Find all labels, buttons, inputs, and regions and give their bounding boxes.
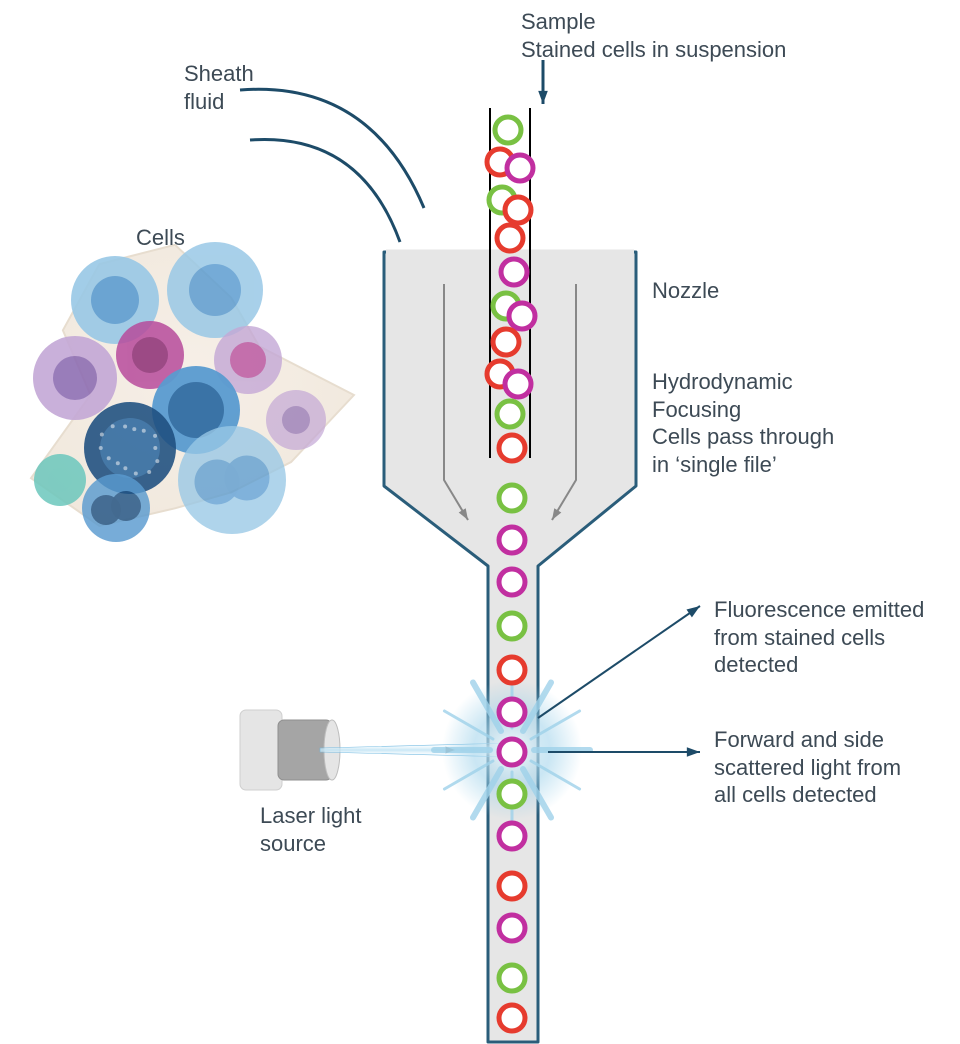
- stream-cell-0: [495, 117, 521, 143]
- stream-cell-13: [499, 435, 525, 461]
- stream-cell-23: [499, 873, 525, 899]
- label-sample: Sample Stained cells in suspension: [521, 8, 786, 63]
- label-hydrodynamic-focusing: Hydrodynamic Focusing Cells pass through…: [652, 368, 834, 478]
- sheath-arc-1: [250, 139, 400, 242]
- stream-cell-17: [499, 613, 525, 639]
- label-laser-light-source: Laser light source: [260, 802, 362, 857]
- label-scatter: Forward and side scattered light from al…: [714, 726, 901, 809]
- stream-cell-11: [505, 371, 531, 397]
- stream-cell-24: [499, 915, 525, 941]
- stream-cell-14: [499, 485, 525, 511]
- stream-cell-5: [497, 225, 523, 251]
- label-sheath-fluid: Sheath fluid: [184, 60, 254, 115]
- stream-cell-2: [507, 155, 533, 181]
- stream-cell-4: [505, 197, 531, 223]
- label-nozzle: Nozzle: [652, 277, 719, 305]
- stream-cell-9: [493, 329, 519, 355]
- stream-cell-6: [501, 259, 527, 285]
- stream-cell-16: [499, 569, 525, 595]
- sheath-arc-0: [240, 89, 424, 208]
- stream-cell-22: [499, 823, 525, 849]
- stream-cell-12: [497, 401, 523, 427]
- stream-cell-26: [499, 1005, 525, 1031]
- stream-cell-18: [499, 657, 525, 683]
- flow-cytometry-diagram: [0, 0, 960, 1044]
- stream-cell-19: [499, 699, 525, 725]
- label-fluorescence: Fluorescence emitted from stained cells …: [714, 596, 924, 679]
- stream-cell-8: [509, 303, 535, 329]
- cell-cluster-illustration: [31, 242, 354, 542]
- label-cells: Cells: [136, 224, 185, 252]
- stream-cell-15: [499, 527, 525, 553]
- stream-cell-21: [499, 781, 525, 807]
- fluorescence-arrow: [538, 606, 700, 718]
- stream-cell-25: [499, 965, 525, 991]
- stream-cell-20: [499, 739, 525, 765]
